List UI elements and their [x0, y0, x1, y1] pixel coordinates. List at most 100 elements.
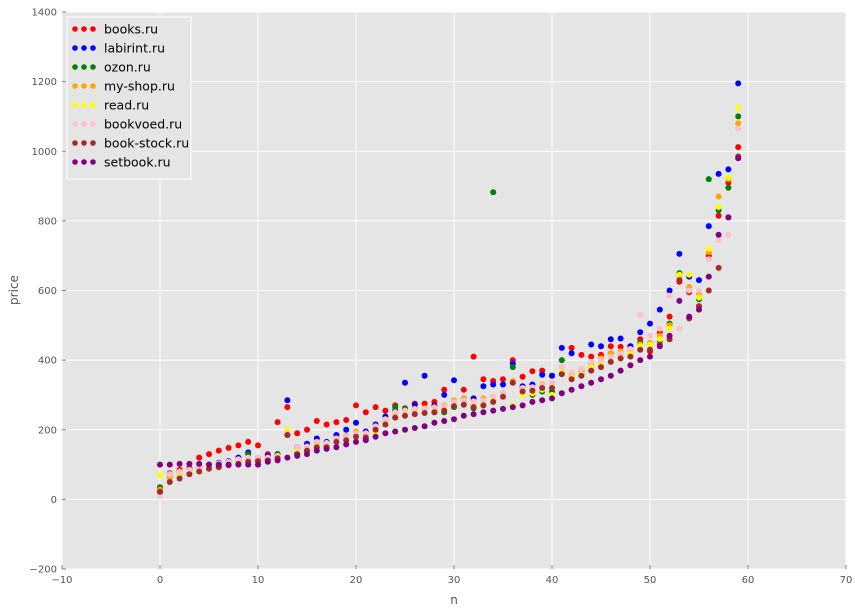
data-point-labirint-ru — [617, 335, 624, 342]
x-tick-label: 60 — [742, 575, 755, 586]
data-point-books-ru — [372, 404, 379, 411]
y-axis-label: price — [7, 275, 21, 305]
data-point-book-stock-ru — [558, 371, 565, 378]
data-point-books-ru — [235, 442, 242, 449]
data-point-setbook-ru — [519, 402, 526, 409]
data-point-bookvoed-ru — [549, 379, 555, 386]
data-point-read-ru — [735, 104, 742, 111]
data-point-books-ru — [539, 367, 546, 374]
data-point-bookvoed-ru — [735, 125, 742, 132]
data-points — [157, 80, 742, 499]
data-point-bookvoed-ru — [411, 406, 418, 413]
data-point-setbook-ru — [470, 411, 477, 418]
data-point-bookvoed-ru — [666, 292, 673, 299]
y-tick-label: 400 — [38, 356, 57, 367]
data-point-setbook-ru — [705, 273, 712, 280]
data-point-book-stock-ru — [431, 409, 438, 416]
data-point-bookvoed-ru — [637, 311, 644, 318]
data-point-setbook-ru — [215, 461, 222, 468]
data-point-book-stock-ru — [451, 403, 457, 410]
data-point-book-stock-ru — [166, 479, 173, 485]
data-point-bookvoed-ru — [686, 287, 693, 294]
legend-marker — [72, 45, 78, 51]
data-point-bookvoed-ru — [588, 358, 595, 365]
data-point-ozon-ru — [725, 184, 732, 191]
data-point-bookvoed-ru — [235, 456, 242, 463]
legend-marker — [72, 83, 78, 89]
data-point-setbook-ru — [392, 428, 399, 435]
data-point-setbook-ru — [176, 460, 183, 467]
data-point-ozon-ru — [490, 189, 497, 196]
legend-marker — [72, 159, 78, 165]
data-point-labirint-ru — [666, 287, 673, 294]
legend-label: my-shop.ru — [104, 79, 175, 94]
data-point-book-stock-ru — [343, 437, 350, 444]
data-point-bookvoed-ru — [313, 438, 320, 445]
data-point-books-ru — [206, 451, 212, 458]
data-point-setbook-ru — [549, 395, 555, 402]
data-point-book-stock-ru — [647, 346, 653, 353]
data-point-setbook-ru — [196, 460, 203, 467]
data-point-bookvoed-ru — [725, 231, 732, 238]
data-point-setbook-ru — [617, 367, 624, 374]
data-point-setbook-ru — [421, 423, 428, 430]
data-point-books-ru — [421, 400, 428, 407]
data-point-bookvoed-ru — [715, 237, 722, 243]
data-point-setbook-ru — [362, 437, 369, 444]
data-point-books-ru — [568, 344, 575, 351]
data-point-book-stock-ru — [176, 475, 183, 482]
data-point-labirint-ru — [637, 329, 644, 336]
data-point-books-ru — [500, 376, 506, 383]
data-point-book-stock-ru — [333, 438, 340, 445]
data-point-ozon-ru — [558, 357, 565, 364]
data-point-setbook-ru — [186, 460, 193, 467]
data-point-bookvoed-ru — [362, 430, 369, 437]
data-point-book-stock-ru — [372, 426, 379, 433]
data-point-bookvoed-ru — [490, 393, 497, 400]
data-point-labirint-ru — [558, 344, 565, 351]
data-point-read-ru — [705, 245, 712, 252]
data-point-bookvoed-ru — [480, 397, 487, 404]
data-point-setbook-ru — [323, 445, 330, 452]
data-point-books-ru — [362, 409, 369, 416]
data-point-bookvoed-ru — [460, 397, 467, 404]
x-tick-label: 50 — [644, 575, 657, 586]
data-point-setbook-ru — [225, 461, 232, 468]
data-point-setbook-ru — [264, 458, 271, 465]
data-point-book-stock-ru — [196, 468, 203, 475]
data-point-bookvoed-ru — [392, 409, 399, 416]
data-point-bookvoed-ru — [470, 398, 477, 405]
data-point-setbook-ru — [402, 426, 408, 433]
data-point-setbook-ru — [686, 313, 693, 320]
data-point-books-ru — [735, 144, 742, 151]
data-point-setbook-ru — [294, 452, 301, 459]
data-point-setbook-ru — [284, 454, 291, 461]
data-point-bookvoed-ru — [323, 440, 330, 446]
data-point-read-ru — [656, 336, 663, 343]
data-point-setbook-ru — [676, 297, 683, 304]
data-point-setbook-ru — [490, 407, 497, 414]
legend-marker — [90, 64, 96, 70]
data-point-labirint-ru — [353, 419, 359, 426]
data-point-setbook-ru — [206, 461, 212, 468]
data-point-bookvoed-ru — [186, 466, 193, 473]
data-point-bookvoed-ru — [598, 357, 604, 364]
data-point-bookvoed-ru — [676, 325, 683, 332]
data-point-labirint-ru — [607, 336, 614, 343]
data-point-book-stock-ru — [206, 465, 212, 472]
data-point-labirint-ru — [421, 372, 428, 379]
y-tick-label: 1200 — [32, 77, 57, 88]
data-point-books-ru — [225, 444, 232, 451]
legend-marker — [81, 102, 87, 108]
data-point-books-ru — [215, 447, 222, 454]
data-point-labirint-ru — [490, 381, 497, 388]
data-point-books-ru — [255, 442, 261, 449]
data-point-labirint-ru — [549, 372, 555, 379]
data-point-bookvoed-ru — [157, 492, 163, 499]
data-point-setbook-ru — [578, 383, 585, 390]
data-point-setbook-ru — [598, 376, 604, 383]
data-point-book-stock-ru — [186, 471, 193, 478]
data-point-read-ru — [725, 174, 732, 181]
x-tick-label: 10 — [252, 575, 265, 586]
